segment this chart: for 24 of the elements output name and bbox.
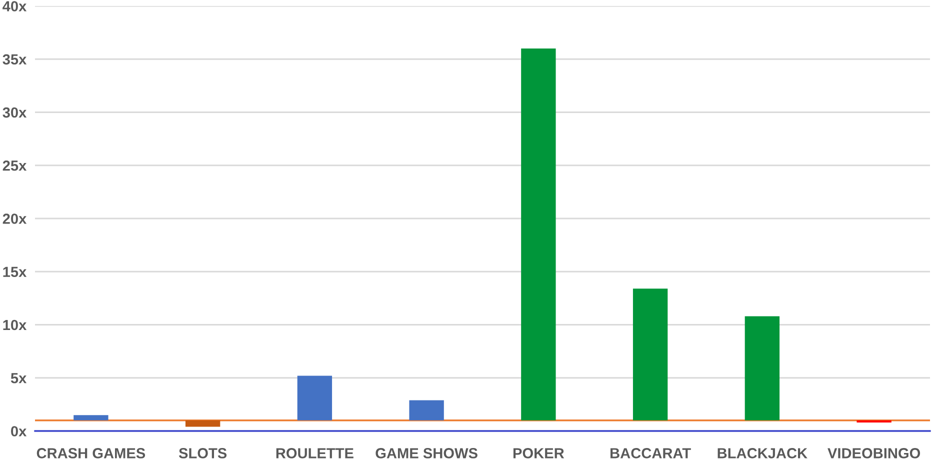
bar (632, 288, 668, 420)
bar (409, 400, 444, 420)
y-tick-label: 35x (2, 54, 27, 65)
x-tick-label: ROULETTE (276, 448, 354, 458)
y-tick-label: 20x (2, 214, 27, 224)
y-tick-label: 5x (10, 373, 27, 384)
x-tick-label: SLOTS (178, 448, 227, 458)
x-tick-label: CRASH GAMES (36, 448, 146, 458)
x-tick-label: POKER (513, 448, 564, 458)
bar (74, 415, 108, 420)
x-tick-label: GAME SHOWS (376, 448, 478, 458)
y-tick-label: 0x (11, 426, 27, 436)
x-tick-label: VIDEOBINGO (828, 448, 920, 458)
bar (185, 420, 220, 427)
bar (521, 48, 556, 420)
y-tick-label: 30x (2, 107, 27, 118)
bar (744, 316, 780, 420)
y-tick-label: 10x (3, 320, 27, 330)
y-tick-label: 40x (2, 1, 27, 12)
bar (297, 376, 332, 420)
x-tick-label: BACCARAT (610, 448, 691, 458)
y-tick-label: 25x (2, 160, 27, 171)
y-tick-label: 15x (3, 266, 27, 278)
x-tick-label: BLACKJACK (718, 448, 808, 458)
